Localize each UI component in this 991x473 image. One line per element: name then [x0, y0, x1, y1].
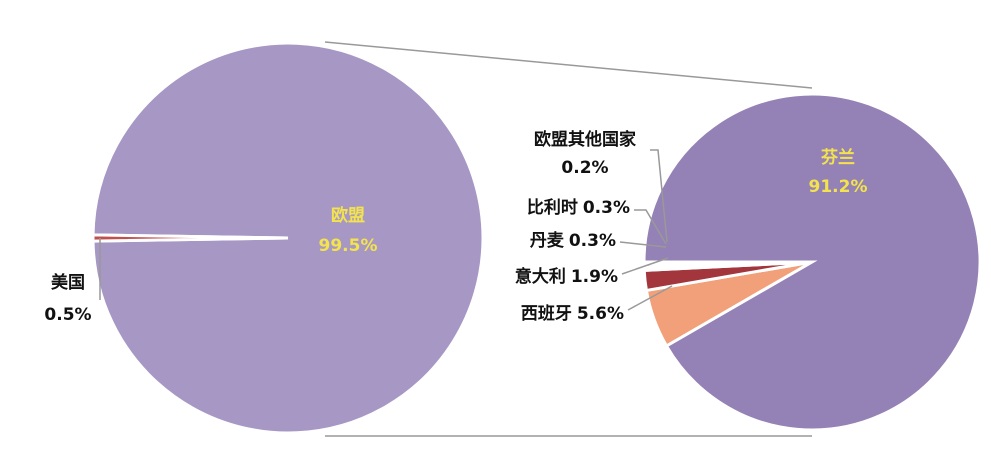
- leader-line: [627, 285, 673, 311]
- slice-value-label: 0.3%: [569, 231, 616, 251]
- slice-value-label: 99.5%: [319, 236, 378, 256]
- slice-label: 比利时: [527, 197, 578, 218]
- slice-label-group: 意大利 1.9%: [515, 266, 618, 287]
- pie-slice: [642, 92, 982, 432]
- slice-value-label: 5.6%: [577, 304, 624, 324]
- slice-value-label: 0.3%: [583, 198, 630, 218]
- connector-line: [324, 41, 813, 89]
- leader-line: [650, 149, 668, 243]
- slice-value-label: 0.5%: [44, 305, 91, 325]
- slice-label: 芬兰: [820, 147, 855, 168]
- slice-label-group: 西班牙 5.6%: [521, 304, 624, 324]
- slice-label: 意大利: [515, 266, 566, 287]
- slice-label: 欧盟: [331, 205, 365, 226]
- slice-label-group: 比利时 0.3%: [527, 197, 630, 218]
- slice-label: 西班牙: [521, 304, 572, 324]
- leader-line: [634, 209, 667, 245]
- slice-value-label: 0.2%: [561, 158, 608, 178]
- leader-line: [619, 241, 667, 248]
- leader-line: [621, 257, 669, 275]
- slice-label-group: 丹麦 0.3%: [530, 230, 616, 251]
- pie-slice: [91, 41, 485, 435]
- pie-slice: [91, 233, 289, 243]
- slice-value-label: 91.2%: [809, 177, 868, 197]
- slice-label: 美国: [51, 272, 85, 293]
- slice-label: 欧盟其他国家: [534, 129, 636, 150]
- slice-value-label: 1.9%: [571, 267, 618, 287]
- slice-label: 丹麦: [530, 230, 565, 251]
